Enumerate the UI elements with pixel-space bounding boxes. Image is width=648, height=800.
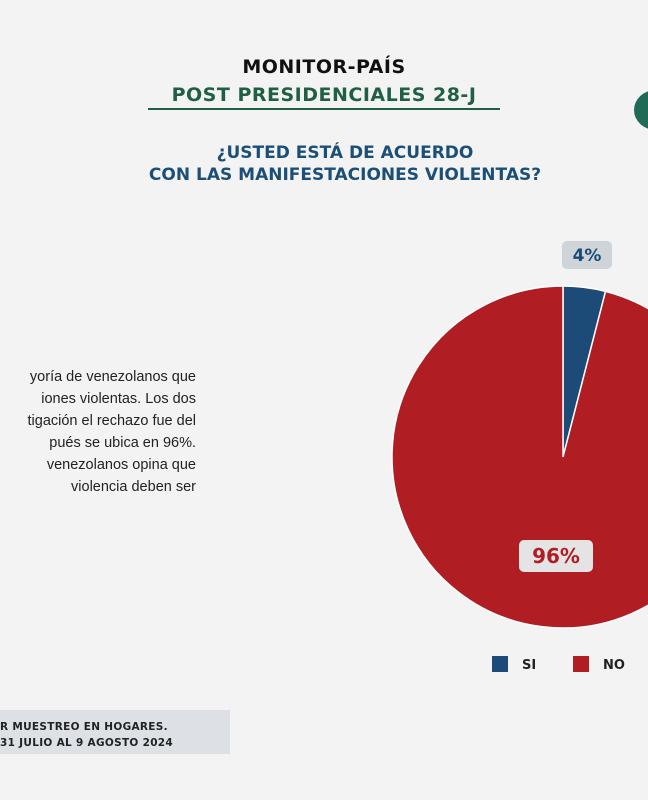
question-line-2: CON LAS MANIFESTACIONES VIOLENTAS?: [148, 165, 542, 185]
paragraph-line: tigación el rechazo fue del: [27, 413, 196, 429]
methodology-line-2: 31 JULIO AL 9 AGOSTO 2024: [0, 737, 174, 749]
report-subtitle: POST PRESIDENCIALES 28-J: [148, 84, 500, 110]
data-label-box: [562, 241, 612, 269]
data-label-text: 4%: [573, 246, 602, 266]
paragraph-line: pués se ubica en 96%.: [49, 435, 196, 451]
legend-label: NO: [603, 658, 625, 673]
legend-item-si: SI: [492, 656, 536, 673]
data-label-si: 4%: [562, 241, 612, 269]
data-label-box: [519, 540, 593, 572]
paragraph-line: venezolanos opina que: [46, 457, 196, 473]
analysis-paragraph: yoría de venezolanos que iones violentas…: [0, 366, 196, 498]
paragraph-line: violencia deben ser: [71, 479, 196, 495]
legend-swatch: [573, 656, 589, 672]
pie-slice-no: [391, 285, 648, 629]
legend-item-no: NO: [573, 656, 625, 673]
legend-label: SI: [522, 658, 536, 673]
question-line-1: ¿USTED ESTÁ DE ACUERDO: [216, 143, 474, 163]
survey-question: ¿USTED ESTÁ DE ACUERDO CON LAS MANIFESTA…: [60, 142, 630, 186]
logo: [634, 90, 648, 130]
report-title: MONITOR-PAÍS: [242, 56, 406, 78]
legend-swatch: [492, 656, 508, 672]
methodology-line-1: R MUESTREO EN HOGARES.: [0, 721, 168, 733]
data-label-text: 96%: [532, 544, 580, 568]
methodology-note: R MUESTREO EN HOGARES. 31 JULIO AL 9 AGO…: [0, 710, 230, 754]
paragraph-line: iones violentas. Los dos: [41, 391, 196, 407]
data-label-no: 96%: [519, 540, 593, 572]
paragraph-line: yoría de venezolanos que: [29, 369, 196, 385]
